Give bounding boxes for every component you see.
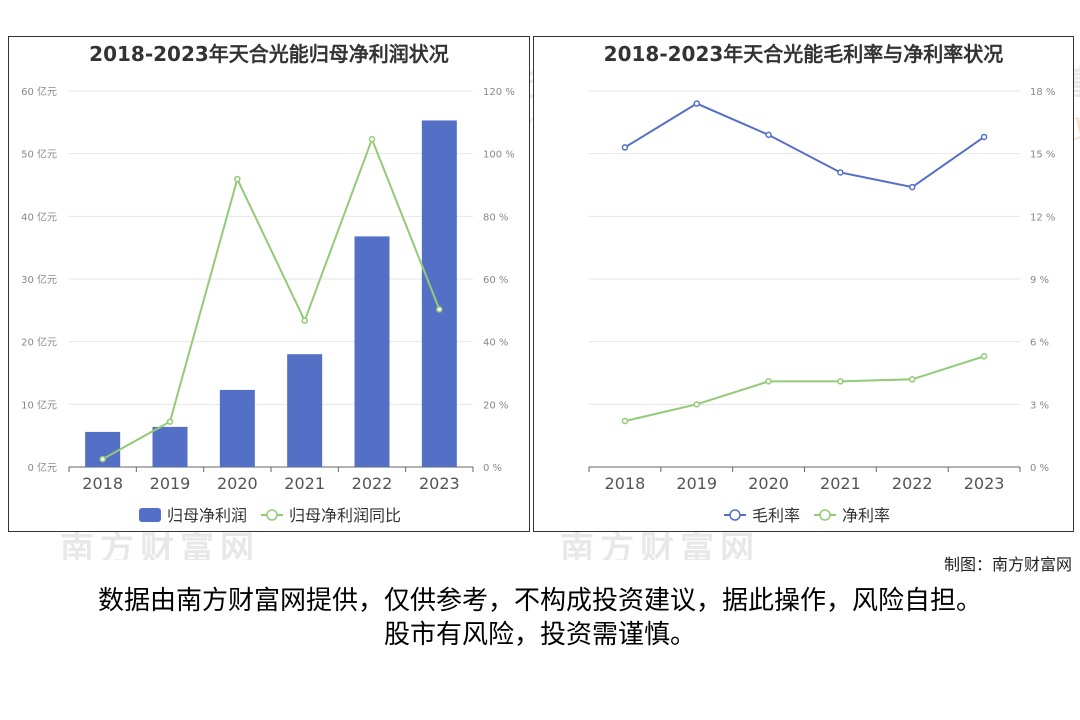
x-tick-label: 2018 bbox=[605, 474, 646, 493]
y-left-tick-label: 0 亿元 bbox=[27, 461, 57, 474]
series-line bbox=[624, 355, 985, 423]
data-point bbox=[301, 317, 308, 324]
x-tick-label: 2019 bbox=[676, 474, 717, 493]
legend-label: 归母净利润同比 bbox=[289, 506, 401, 525]
y-right-tick-label: 6 % bbox=[1030, 338, 1049, 349]
data-point bbox=[693, 401, 700, 408]
legend-marker bbox=[266, 509, 278, 521]
bar bbox=[354, 236, 390, 467]
y-right-tick-label: 60 % bbox=[483, 275, 508, 286]
y-right-tick-label: 100 % bbox=[483, 150, 515, 161]
legend-swatch bbox=[139, 508, 161, 522]
chart-credit: 制图：南方财富网 bbox=[943, 555, 1072, 574]
watermark-brand: 南方财富网 bbox=[60, 529, 260, 560]
series-line bbox=[624, 102, 985, 189]
x-tick-label: 2018 bbox=[82, 474, 123, 493]
data-point bbox=[166, 418, 174, 425]
bar bbox=[421, 120, 457, 467]
data-point bbox=[980, 133, 988, 141]
x-tick-label: 2021 bbox=[284, 474, 325, 493]
data-point bbox=[837, 169, 844, 176]
x-tick-label: 2022 bbox=[352, 474, 393, 493]
data-point bbox=[765, 378, 772, 385]
right-chart-panel: 2018-2023年天合光能毛利率与净利率状况 0 % 3 % 6 % 9 % 12 % 1… bbox=[533, 36, 1074, 532]
y-left-tick-label: 10 亿元 bbox=[21, 398, 57, 411]
y-left-tick-label: 60 亿元 bbox=[21, 85, 57, 98]
disclaimer-line-1: 数据由南方财富网提供，仅供参考，不构成投资建议，据此操作，风险自担。 bbox=[97, 586, 982, 616]
data-point bbox=[436, 306, 443, 313]
chart-title: 2018-2023年天合光能归母净利润状况 bbox=[89, 42, 449, 66]
legend-label: 毛利率 bbox=[752, 506, 800, 525]
legend-marker bbox=[819, 509, 831, 521]
y-right-tick-label: 80 % bbox=[483, 212, 508, 223]
y-right-tick-label: 3 % bbox=[1030, 400, 1049, 411]
x-tick-label: 2023 bbox=[419, 474, 460, 493]
data-point bbox=[621, 417, 629, 425]
watermark-brand: 南方财富网 bbox=[560, 529, 760, 560]
y-right-tick-label: 18 % bbox=[1030, 87, 1055, 98]
data-point bbox=[909, 376, 916, 383]
y-left-tick-label: 50 亿元 bbox=[21, 148, 57, 161]
y-right-tick-label: 0 % bbox=[483, 463, 502, 474]
y-right-tick-label: 40 % bbox=[483, 338, 508, 349]
x-tick-label: 2020 bbox=[217, 474, 258, 493]
disclaimer-line-2: 股市有风险，投资需谨慎。 bbox=[383, 620, 696, 650]
x-tick-label: 2019 bbox=[150, 474, 191, 493]
y-right-tick-label: 15 % bbox=[1030, 150, 1055, 161]
legend-label: 归母净利润 bbox=[167, 506, 247, 525]
x-tick-label: 2023 bbox=[964, 474, 1005, 493]
data-point bbox=[765, 131, 772, 139]
y-left-tick-label: 30 亿元 bbox=[21, 273, 57, 286]
data-point bbox=[99, 455, 106, 463]
data-point bbox=[368, 136, 376, 143]
x-tick-label: 2020 bbox=[748, 474, 789, 493]
chart-title: 2018-2023年天合光能毛利率与净利率状况 bbox=[604, 42, 1004, 66]
left-chart-panel: 2018-2023年天合光能归母净利润状况 0 亿元 10 亿元 20 亿元 30 亿元… bbox=[8, 36, 530, 532]
bar bbox=[287, 354, 323, 467]
series-line bbox=[102, 136, 441, 461]
legend-marker bbox=[729, 509, 741, 521]
y-right-tick-label: 12 % bbox=[1030, 212, 1055, 223]
x-tick-label: 2022 bbox=[892, 474, 933, 493]
y-right-tick-label: 20 % bbox=[483, 400, 508, 411]
data-point bbox=[980, 353, 988, 360]
bar bbox=[219, 389, 255, 467]
data-point bbox=[693, 100, 700, 107]
y-left-tick-label: 40 亿元 bbox=[21, 210, 57, 223]
margin-chart: 2018-2023年天合光能毛利率与净利率状况 0 % 3 % 6 % 9 % 12 % 1… bbox=[588, 42, 1055, 525]
x-tick-label: 2021 bbox=[820, 474, 861, 493]
bar bbox=[152, 426, 188, 467]
y-right-tick-label: 120 % bbox=[483, 87, 515, 98]
data-point bbox=[234, 175, 241, 183]
data-point bbox=[621, 144, 629, 151]
legend-label: 净利率 bbox=[842, 506, 890, 525]
y-right-tick-label: 0 % bbox=[1030, 463, 1049, 474]
data-point bbox=[909, 183, 916, 191]
y-right-tick-label: 9 % bbox=[1030, 275, 1049, 286]
profit-chart: 2018-2023年天合光能归母净利润状况 0 亿元 10 亿元 20 亿元 30 亿元… bbox=[21, 42, 515, 525]
data-point bbox=[837, 378, 844, 385]
y-left-tick-label: 20 亿元 bbox=[21, 336, 57, 349]
